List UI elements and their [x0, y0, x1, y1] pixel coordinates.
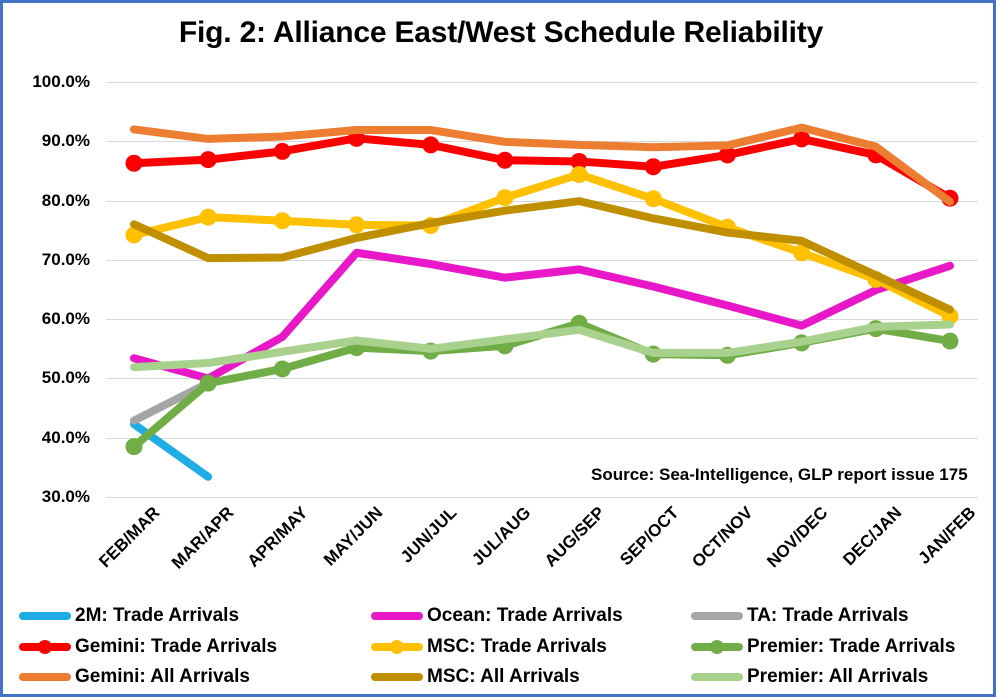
series-marker	[793, 244, 811, 262]
gridline	[106, 319, 978, 321]
legend-label: 2M: Trade Arrivals	[75, 604, 240, 626]
series-marker	[570, 165, 588, 183]
legend-label: TA: Trade Arrivals	[747, 604, 909, 626]
legend-item[interactable]: MSC: All Arrivals	[369, 666, 689, 688]
series-marker	[273, 360, 291, 378]
series-line	[130, 170, 954, 321]
series-marker	[273, 212, 291, 230]
legend-swatch-icon	[17, 605, 73, 627]
x-axis: FEB/MAR MAR/APR APR/MAY MAY/JUN JUN/JUL JUL/A…	[95, 497, 979, 597]
series-line	[130, 320, 954, 372]
legend-label: MSC: Trade Arrivals	[427, 635, 607, 657]
series-marker	[496, 189, 514, 207]
series-line	[130, 123, 954, 206]
legend-label: MSC: All Arrivals	[427, 666, 580, 687]
y-axis-tick-label: 30.0%	[41, 487, 90, 506]
legend-item[interactable]: Premier: Trade Arrivals	[689, 636, 983, 658]
legend-item[interactable]: 2M: Trade Arrivals	[17, 605, 369, 627]
legend-item[interactable]: MSC: Trade Arrivals	[369, 636, 689, 658]
y-axis: 30.0% 40.0% 50.0% 60.0% 70.0% 80.0% 90.0% 100.0…	[3, 72, 98, 506]
series-premier-all-arrivals	[130, 320, 954, 372]
series-marker	[496, 151, 514, 169]
plot-area	[106, 82, 978, 498]
series-layer	[125, 123, 959, 481]
series-marker	[273, 142, 291, 160]
y-axis-tick-label: 100.0%	[32, 72, 90, 91]
legend-label: Premier: All Arrivals	[747, 666, 929, 687]
legend-label: Gemini: Trade Arrivals	[75, 635, 278, 657]
legend-swatch-icon	[689, 636, 745, 658]
legend-swatch-icon	[369, 605, 425, 627]
series-marker	[125, 226, 143, 244]
legend-swatch-icon	[689, 666, 745, 688]
series-marker	[199, 374, 217, 392]
legend-label: Premier: Trade Arrivals	[747, 635, 956, 657]
series-marker	[348, 216, 366, 234]
series-line	[130, 319, 954, 451]
y-axis-tick-label: 50.0%	[41, 368, 90, 388]
legend-item[interactable]: Ocean: Trade Arrivals	[369, 605, 689, 627]
y-axis-tick-label: 80.0%	[41, 190, 90, 210]
gridline	[106, 497, 978, 498]
y-axis-tick-label: 40.0%	[41, 427, 90, 447]
gridline	[106, 200, 978, 202]
series-line	[130, 197, 954, 314]
series-marker	[941, 332, 959, 350]
legend-swatch-icon	[689, 605, 745, 627]
legend-swatch-icon	[369, 636, 425, 658]
legend-item[interactable]: TA: Trade Arrivals	[689, 605, 983, 627]
series-gemini-all-arrivals	[130, 123, 954, 206]
legend-swatch-icon	[17, 636, 73, 658]
series-marker	[644, 190, 662, 208]
chart-title: Fig. 2: Alliance East/West Schedule Reli…	[178, 16, 824, 49]
gridline	[106, 82, 978, 83]
series-marker	[422, 136, 440, 154]
legend-label: Gemini: All Arrivals	[75, 666, 250, 687]
y-axis-tick-label: 70.0%	[41, 249, 90, 269]
gridline	[106, 437, 978, 439]
gridline	[106, 259, 978, 261]
legend-label: Ocean: Trade Arrivals	[427, 604, 623, 626]
series-marker	[199, 208, 217, 226]
y-axis-tick-label: 60.0%	[41, 309, 90, 329]
series-marker	[125, 154, 143, 172]
y-axis-tick-label: 90.0%	[41, 131, 90, 151]
source-note: Source: Sea-Intelligence, GLP report iss…	[591, 465, 968, 484]
chart-legend: 2M: Trade Arrivals Ocean: Trade Arrivals T…	[17, 600, 983, 692]
legend-swatch-icon	[369, 666, 425, 688]
series-line	[130, 134, 954, 203]
series-msc-all-arrivals	[130, 197, 954, 314]
series-ocean-trade-arrivals	[130, 248, 954, 383]
series-msc-trade-arrivals	[125, 165, 959, 325]
series-marker	[125, 438, 143, 456]
series-marker	[718, 146, 736, 164]
legend-item[interactable]: Gemini: Trade Arrivals	[17, 636, 369, 658]
series-marker	[793, 130, 811, 148]
series-marker	[570, 152, 588, 170]
legend-item[interactable]: Gemini: All Arrivals	[17, 666, 369, 688]
series-marker	[644, 158, 662, 176]
legend-swatch-icon	[17, 666, 73, 688]
series-gemini-trade-arrivals	[125, 129, 959, 207]
gridline	[106, 378, 978, 380]
legend-item[interactable]: Premier: All Arrivals	[689, 666, 983, 688]
series-marker	[199, 151, 217, 169]
series-line	[130, 248, 954, 383]
